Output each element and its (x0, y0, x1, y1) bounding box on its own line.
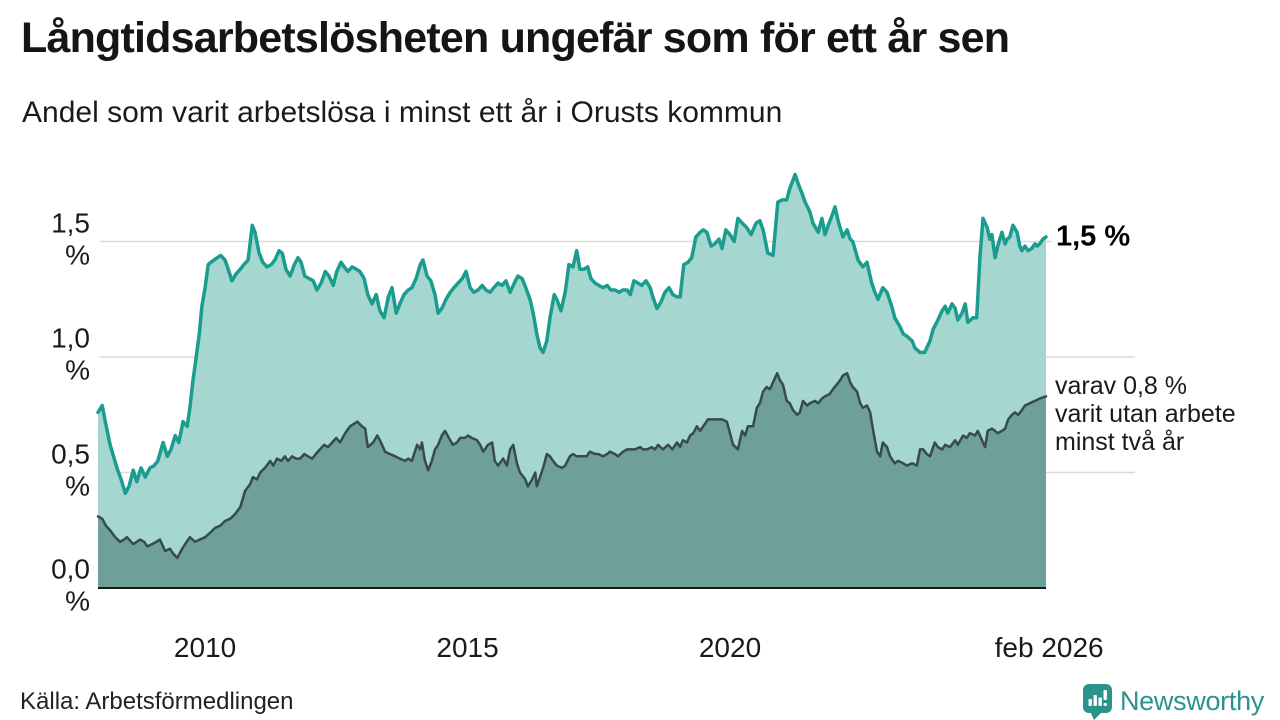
series-area-2 (98, 373, 1046, 588)
y-tick-label: 1,5 % (51, 206, 90, 270)
x-tick-label: 2010 (173, 632, 237, 663)
y-tick-label: 0,5 % (51, 437, 90, 501)
newsworthy-icon (1082, 684, 1112, 720)
series-line-1 (96, 172, 1048, 496)
series-line-2 (96, 371, 1048, 560)
x-tick-label: feb 2026 (994, 632, 1104, 663)
source-credit: Källa: Arbetsförmedlingen (20, 688, 294, 715)
y-tick-label: 1,0 % (51, 322, 90, 386)
annotation-line: minst två år (1055, 428, 1185, 456)
newsworthy-logo: Newsworthy (1082, 683, 1264, 720)
annotation-line: varav 0,8 % (1055, 372, 1188, 400)
chart-subtitle: Andel som varit arbetslösa i minst ett å… (22, 96, 783, 129)
x-tick-label: 2015 (436, 632, 499, 663)
series-end-label-two-years: varav 0,8 % varit utan arbete minst två … (1055, 372, 1236, 456)
x-tick-label: 2020 (698, 632, 762, 663)
newsworthy-wordmark: Newsworthy (1119, 686, 1264, 716)
annotation-line: varit utan arbete (1055, 400, 1236, 428)
y-tick-label: 0,0 % (51, 553, 90, 617)
page-title: Långtidsarbetslösheten ungefär som för e… (21, 14, 1010, 62)
series-end-label-one-year: 1,5 % (1056, 220, 1131, 253)
